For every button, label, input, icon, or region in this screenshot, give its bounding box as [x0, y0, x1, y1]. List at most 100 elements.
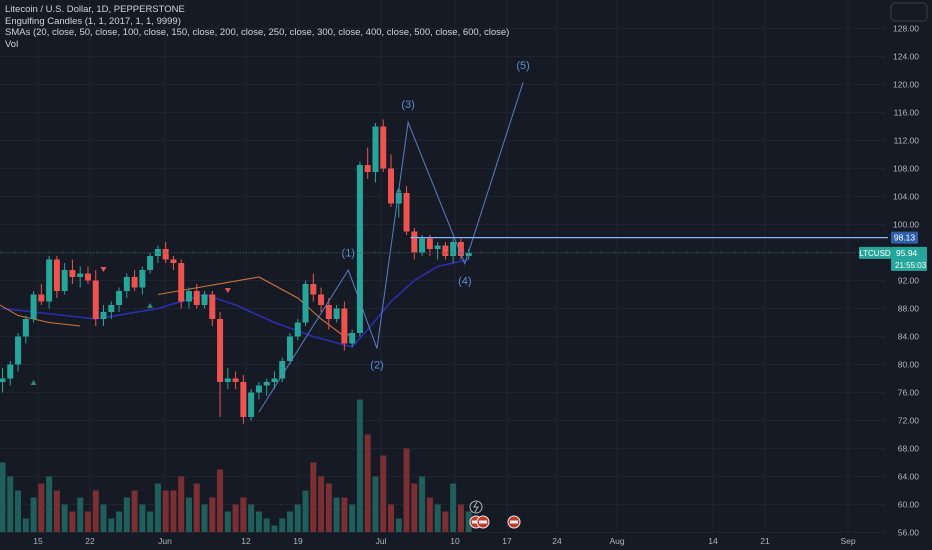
- candle-body: [372, 126, 379, 172]
- wave-label: (4): [458, 276, 471, 288]
- candle-body: [84, 273, 91, 281]
- time-label: Jul: [376, 536, 387, 546]
- candle-body: [178, 263, 185, 302]
- price-scale[interactable]: 128.00 124.00 120.00 116.00 112.00 108.00 104.…: [859, 2, 928, 538]
- volume-bar: [310, 462, 317, 532]
- volume-bar: [201, 504, 208, 532]
- candle-body: [395, 193, 402, 204]
- volume-bar: [271, 525, 278, 532]
- price-label: 112.00: [894, 136, 920, 146]
- price-label: 108.00: [893, 164, 919, 174]
- volume-bar: [193, 483, 200, 532]
- volume-bar: [356, 399, 363, 532]
- time-scale[interactable]: 15 22 Jun 12 19 Jul 10 17 24 Aug 14 21 Sep: [33, 536, 856, 546]
- volume-bar: [395, 518, 402, 532]
- indicator-engulfing[interactable]: Engulfing Candles (1, 1, 2017, 1, 1, 999…: [5, 15, 181, 27]
- volume-bar: [364, 434, 371, 532]
- volume-bar: [286, 511, 293, 532]
- volume-bar: [419, 476, 426, 532]
- candle-body: [217, 319, 224, 382]
- flag-stripe: [472, 520, 480, 524]
- volume-bar: [108, 518, 115, 532]
- indicator-vol[interactable]: Vol: [5, 38, 19, 50]
- candle-body: [294, 322, 301, 337]
- scale-settings-button: [890, 2, 928, 22]
- candle-body: [271, 378, 278, 382]
- candle-body: [185, 291, 192, 302]
- candle-body: [333, 308, 340, 319]
- candle-body: [108, 305, 115, 312]
- time-label: 17: [502, 536, 512, 546]
- candle-body: [224, 378, 231, 382]
- volume-bar: [38, 483, 45, 532]
- volume-bar: [333, 497, 340, 532]
- horizontal-level-drawing[interactable]: [0, 236, 888, 254]
- volume-bar: [263, 518, 270, 532]
- volume-bar: [434, 504, 441, 532]
- volume-bar: [217, 469, 224, 532]
- time-label: 14: [708, 536, 718, 546]
- volume-bars: [0, 399, 472, 532]
- countdown-text: 21:55:03: [895, 261, 927, 270]
- volume-bar: [341, 497, 348, 532]
- time-label: 10: [450, 536, 460, 546]
- candle-body: [201, 294, 208, 305]
- volume-bar: [0, 462, 6, 532]
- volume-bar: [325, 483, 332, 532]
- candle-body: [465, 252, 472, 256]
- bearish-engulfing-marker: [224, 288, 231, 293]
- candle-body: [248, 392, 255, 417]
- candle-body: [356, 165, 363, 333]
- symbol-title[interactable]: Litecoin / U.S. Dollar, 1D, PEPPERSTONE: [5, 4, 185, 15]
- candle-body: [22, 319, 29, 337]
- volume-bar: [209, 497, 216, 532]
- candle-body: [30, 294, 37, 319]
- candle-body: [38, 294, 45, 302]
- volume-bar: [248, 504, 255, 532]
- symbol-tag: [859, 246, 891, 259]
- volume-bar: [255, 511, 262, 532]
- level-tag-text: 98.13: [894, 233, 916, 243]
- wave-path: [258, 82, 524, 413]
- candle-body: [53, 259, 60, 291]
- volume-bar: [22, 518, 29, 532]
- volume-bar: [380, 455, 387, 532]
- candle-body: [318, 294, 325, 305]
- candle-body: [131, 277, 138, 288]
- volume-bar: [139, 504, 146, 532]
- price-label: 100.00: [893, 220, 919, 230]
- candle-body: [403, 193, 410, 232]
- candle-body: [193, 291, 200, 305]
- candle-body: [364, 165, 371, 172]
- price-label: 72.00: [898, 416, 920, 426]
- candle-body: [426, 238, 433, 249]
- candle-body: [442, 245, 449, 256]
- volume-bar: [170, 490, 177, 532]
- candle-body: [263, 382, 270, 386]
- elliott-wave-drawing[interactable]: (1) (2) (3) (4) (5): [258, 60, 530, 413]
- price-label: 80.00: [898, 360, 920, 370]
- price-label: 76.00: [898, 388, 920, 398]
- candle-body: [170, 259, 177, 263]
- candle-body: [434, 245, 441, 249]
- volume-bar: [131, 490, 138, 532]
- flag-stripe: [510, 520, 518, 524]
- candle-body: [302, 284, 309, 323]
- bearish-engulfing-marker: [100, 267, 107, 272]
- indicator-smas[interactable]: SMAs (20, close, 50, close, 100, close, …: [5, 27, 510, 38]
- candle-body: [240, 382, 247, 417]
- bullish-engulfing-marker: [30, 380, 37, 385]
- time-label: 24: [552, 536, 562, 546]
- event-markers[interactable]: [469, 500, 521, 529]
- volume-bar: [178, 476, 185, 532]
- volume-bar: [123, 497, 130, 532]
- price-tag: [891, 246, 927, 271]
- candle-body: [286, 336, 293, 361]
- flag-stripe: [479, 520, 487, 524]
- volume-bar: [100, 504, 107, 532]
- volume-bar: [15, 490, 22, 532]
- candle-body: [147, 256, 154, 270]
- volume-bar: [92, 490, 99, 532]
